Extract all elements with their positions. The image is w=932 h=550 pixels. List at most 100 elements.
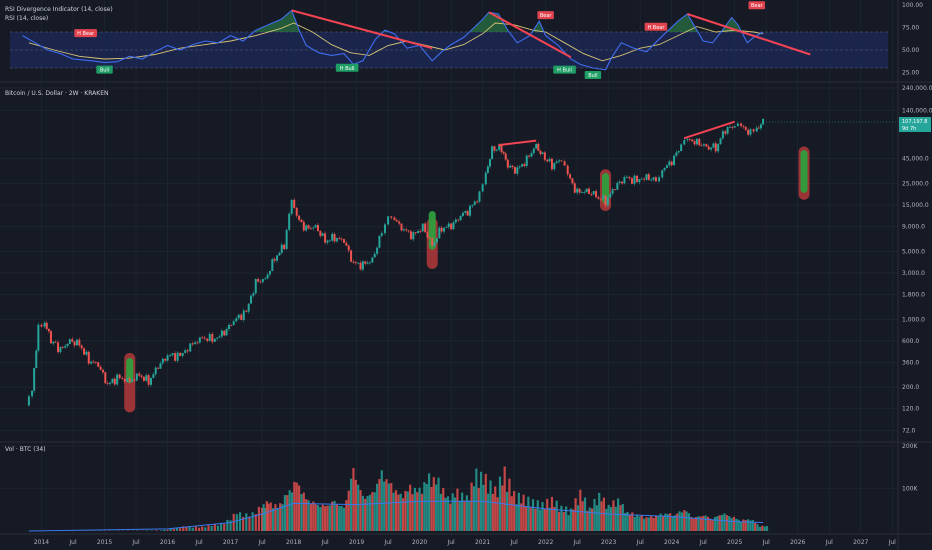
bull-candle: [288, 213, 291, 230]
bull-candle: [276, 255, 279, 261]
bear-volume-bar: [274, 504, 277, 531]
bull-candle: [695, 138, 698, 145]
bear-candle: [502, 152, 505, 154]
bear-candle: [316, 225, 319, 232]
price-y-tick-label: 72.0: [902, 427, 916, 434]
bull-volume-bar: [758, 526, 762, 531]
bull-candle: [464, 211, 467, 213]
bear-volume-bar: [761, 525, 764, 531]
bull-candle: [438, 227, 441, 239]
bull-volume-bar: [406, 491, 409, 531]
bull-signal-tag: [96, 65, 113, 74]
bear-volume-bar: [510, 496, 513, 531]
bear-volume-bar: [645, 517, 648, 531]
bear-volume-bar: [496, 497, 499, 531]
bear-volume-bar: [354, 479, 357, 531]
bull-volume-bar: [515, 504, 518, 531]
bear-volume-bar: [692, 518, 695, 531]
bear-volume-bar: [371, 492, 374, 531]
rsi-line: [22, 9, 764, 71]
bull-volume-bar: [739, 521, 743, 531]
bull-candle: [461, 212, 464, 217]
bear-volume-bar: [213, 524, 216, 531]
bear-volume-bar: [326, 505, 329, 531]
signal-tag-label: Bull: [588, 73, 597, 79]
bull-candle: [585, 188, 588, 193]
bear-volume-bar: [185, 526, 188, 531]
volume-pane-title[interactable]: Vol · BTC (34): [5, 446, 46, 453]
bull-volume-bar: [333, 500, 336, 531]
bull-volume-bar: [276, 508, 279, 531]
rsi-subtitle[interactable]: RSI (14, close): [5, 15, 49, 22]
bull-candle: [371, 257, 374, 263]
bull-candle: [161, 358, 164, 364]
bull-volume-bar: [264, 508, 267, 531]
bear-volume-bar: [742, 519, 745, 531]
bear-candle: [230, 324, 233, 326]
x-tick-label: 2027: [853, 539, 868, 546]
bear-candle: [647, 174, 650, 180]
bear-candle: [340, 238, 343, 240]
bull-candle: [759, 124, 762, 129]
rsi-indicator-title[interactable]: RSI Divergence Indicator (14, close): [5, 6, 113, 13]
bear-candle: [359, 262, 362, 270]
x-tick-label: 2019: [349, 539, 364, 546]
bull-signal-tag: [584, 71, 602, 79]
rsi-pane[interactable]: H Bear Bull H Bull Bear H Bull Bull H Bear Bear: [10, 1, 888, 79]
bear-candle: [80, 345, 83, 349]
bear-candle: [121, 378, 124, 380]
bear-volume-bar: [260, 507, 264, 531]
bear-candle: [350, 250, 353, 262]
bull-candle: [402, 229, 405, 231]
bull-candle: [663, 167, 666, 171]
bear-candle: [240, 314, 243, 320]
bull-candle: [335, 238, 338, 242]
bear-candle: [457, 219, 460, 221]
bear-candle: [587, 188, 590, 194]
bear-candle: [186, 350, 189, 352]
signal-tag-label: H Bull: [340, 66, 355, 72]
price-pane[interactable]: [27, 118, 898, 413]
bull-candle: [623, 177, 626, 184]
bull-candle: [235, 318, 238, 322]
bull-candle: [719, 138, 722, 145]
bull-volume-bar: [281, 504, 284, 531]
bear-volume-bar: [248, 516, 251, 531]
bull-volume-bar: [368, 494, 372, 531]
bear-candle: [92, 361, 95, 363]
bear-candle: [138, 373, 141, 376]
price-y-tick-label: 140,000.0: [902, 108, 932, 115]
bull-volume-bar: [465, 495, 468, 531]
bull-candle: [625, 176, 628, 178]
bear-candle: [49, 331, 52, 344]
bear-candle: [630, 178, 633, 184]
bear-volume-bar: [546, 498, 549, 531]
bull-volume-bar: [204, 527, 207, 531]
bull-candle: [618, 181, 621, 183]
bull-candle: [650, 179, 653, 181]
bull-candle: [443, 227, 446, 232]
bull-volume-bar: [444, 497, 447, 531]
bull-candle: [640, 178, 643, 180]
bull-candle: [252, 293, 255, 296]
bull-candle: [376, 247, 379, 254]
bear-volume-bar: [709, 518, 712, 531]
bull-candle: [609, 193, 612, 198]
bull-candle: [471, 204, 474, 206]
bear-candle: [571, 178, 574, 184]
bear-volume-bar: [550, 496, 554, 531]
price-pane-title[interactable]: Bitcoin / U.S. Dollar · 2W · KRAKEN: [5, 90, 109, 97]
bull-volume-bar: [565, 506, 568, 531]
bull-candle: [452, 222, 455, 230]
volume-pane[interactable]: [28, 466, 769, 532]
bear-volume-bar: [695, 517, 698, 531]
bear-volume-bar: [690, 516, 693, 531]
bear-volume-bar: [442, 488, 445, 531]
bull-candle: [208, 333, 211, 341]
bull-candle: [712, 143, 715, 148]
bear-candle: [319, 231, 322, 236]
bear-volume-bar: [312, 501, 315, 531]
bull-candle: [266, 274, 269, 279]
price-y-tick-label: 1,800.0: [902, 291, 925, 298]
